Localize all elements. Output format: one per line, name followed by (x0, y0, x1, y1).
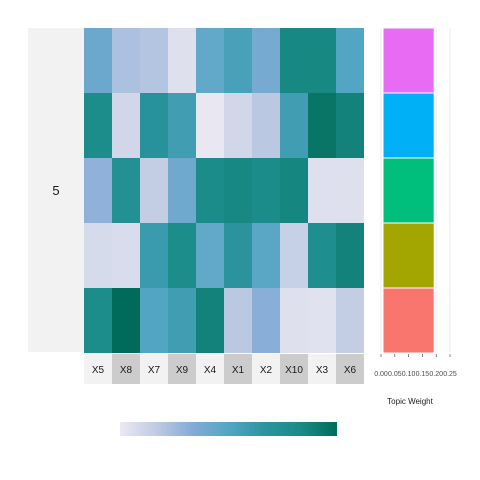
heatmap-cell (336, 158, 364, 223)
heatmap-cell (252, 223, 280, 288)
column-label-background (336, 354, 364, 384)
heatmap-cell (168, 158, 196, 223)
facet-strip (28, 28, 84, 352)
topic-weight-bar (382, 157, 435, 224)
heatmap-cell (140, 288, 168, 353)
topic-weight-bar (382, 27, 435, 94)
heatmap-cell (84, 288, 112, 353)
heatmap-cell (308, 93, 336, 158)
topic-weight-bar (382, 92, 435, 159)
column-label: X1 (232, 365, 245, 376)
heatmap-cell (196, 93, 224, 158)
heatmap-cell (168, 28, 196, 93)
heatmap-cell (140, 28, 168, 93)
topic-weight-bar (382, 222, 435, 289)
heatmap-cell (140, 223, 168, 288)
heatmap-cell (336, 288, 364, 353)
column-label: X10 (285, 365, 303, 376)
heatmap-cell (84, 28, 112, 93)
heatmap-cell (308, 28, 336, 93)
heatmap-cell (112, 288, 140, 353)
heatmap-cell (224, 28, 252, 93)
heatmap-cell (224, 288, 252, 353)
heatmap-cell (168, 223, 196, 288)
heatmap-cell (168, 93, 196, 158)
heatmap-cell (280, 28, 308, 93)
column-label: X5 (92, 365, 105, 376)
heatmap-cell (140, 158, 168, 223)
heatmap-cell (196, 223, 224, 288)
heatmap-cell (280, 93, 308, 158)
heatmap-cell (308, 223, 336, 288)
column-label: X4 (204, 365, 217, 376)
topic-axis-tick-label: 0.10 (402, 371, 416, 378)
column-label-background (112, 354, 140, 384)
topic-axis-tick-label: 0.20 (429, 371, 443, 378)
column-label: X7 (148, 365, 161, 376)
heatmap-cell (336, 93, 364, 158)
heatmap-cell (252, 158, 280, 223)
heatmap-cell (84, 158, 112, 223)
heatmap-cell (252, 28, 280, 93)
heatmap-cells (84, 28, 364, 353)
column-label: X9 (176, 365, 189, 376)
color-scale-legend (120, 422, 337, 436)
heatmap-cell (112, 223, 140, 288)
facet-label: 5 (52, 183, 59, 198)
topic-axis-tick-label: 0.05 (388, 371, 402, 378)
heatmap-cell (308, 288, 336, 353)
column-label-background (196, 354, 224, 384)
column-label-background (280, 354, 308, 384)
heatmap-cell (112, 93, 140, 158)
heatmap-cell (224, 93, 252, 158)
heatmap-cell (224, 158, 252, 223)
column-label: X2 (260, 365, 273, 376)
column-label-background (140, 354, 168, 384)
heatmap-cell (336, 28, 364, 93)
heatmap-cell (84, 223, 112, 288)
heatmap-cell (112, 158, 140, 223)
heatmap-cell (224, 223, 252, 288)
heatmap-cell (168, 288, 196, 353)
topic-weight-bars (382, 27, 435, 354)
column-label-background (84, 354, 112, 384)
topic-weight-bar (382, 287, 435, 354)
heatmap-cell (280, 223, 308, 288)
column-label-background (168, 354, 196, 384)
heatmap-cell (280, 158, 308, 223)
topic-axis-ticks: 0.00 0.05 0.10 0.15 0.20 0.25 (374, 354, 457, 378)
heatmap-cell (252, 288, 280, 353)
heatmap-cell (308, 158, 336, 223)
topic-axis-tick-label: 0.00 (374, 371, 388, 378)
column-label-background (224, 354, 252, 384)
heatmap-cell (196, 28, 224, 93)
heatmap-cell (336, 223, 364, 288)
topic-axis-title: Topic Weight (387, 397, 433, 406)
column-label: X3 (316, 365, 329, 376)
heatmap-cell (280, 288, 308, 353)
heatmap-cell (196, 288, 224, 353)
heatmap-cell (140, 93, 168, 158)
column-label-background (252, 354, 280, 384)
column-label: X6 (344, 365, 357, 376)
column-label-background (308, 354, 336, 384)
heatmap-cell (112, 28, 140, 93)
topic-axis-tick-label: 0.15 (416, 371, 430, 378)
topic-axis-tick-label: 0.25 (443, 371, 457, 378)
column-label: X8 (120, 365, 133, 376)
heatmap-cell (252, 93, 280, 158)
column-labels: X5 X8 X7 X9 X4 X1 X2 X10 X3 X6 (84, 354, 364, 384)
heatmap-cell (196, 158, 224, 223)
heatmap-cell (84, 93, 112, 158)
